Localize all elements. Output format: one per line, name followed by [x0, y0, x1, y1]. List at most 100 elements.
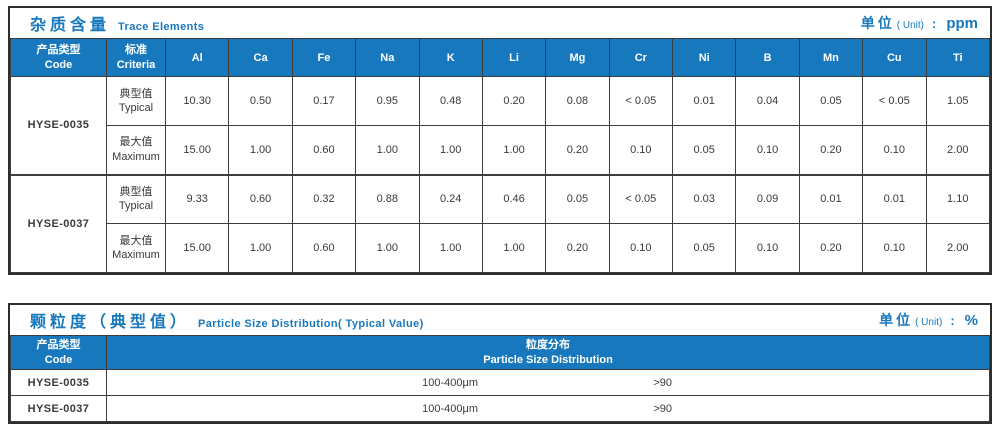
value-cell: 0.20 [798, 223, 864, 273]
col-header-distribution: 粒度分布 Particle Size Distribution [106, 335, 990, 370]
header-row: 产品类型 Code 标准 Criteria Al Ca Fe Na K Li M… [10, 38, 990, 77]
product-code: HYSE-0037 [10, 173, 107, 273]
col-header-code: 产品类型 Code [10, 335, 107, 370]
value-cell: 1.00 [355, 125, 420, 175]
trace-elements-title-row: 杂质含量 Trace Elements 单位 ( Unit) : ppm [10, 8, 990, 38]
value-cell: 1.00 [228, 125, 293, 175]
col-header-element: Fe [291, 38, 357, 77]
value-cell: 1.00 [481, 223, 547, 273]
value-cell: 0.05 [671, 223, 737, 273]
criteria-maximum: 最大值 Maximum [106, 125, 166, 175]
col-header-element: Ca [228, 38, 293, 77]
col-header-element: K [418, 38, 483, 77]
value-cell: 15.00 [164, 125, 230, 175]
value-cell: 0.05 [545, 173, 610, 224]
unit-indicator: 单位 ( Unit) : % [879, 310, 978, 330]
value-cell: 0.03 [671, 173, 737, 224]
value-cell: 0.20 [545, 125, 610, 175]
value-cell: 0.10 [862, 223, 927, 273]
value-cell: 0.88 [355, 173, 420, 224]
product-code: HYSE-0037 [10, 395, 107, 422]
value-cell: 0.32 [291, 173, 357, 224]
value-cell: 1.05 [925, 76, 990, 126]
value-cell: 9.33 [164, 173, 230, 224]
particle-size-table: 产品类型 Code 粒度分布 Particle Size Distributio… [10, 335, 990, 422]
value-cell: 1.00 [481, 125, 547, 175]
value-cell: 1.10 [925, 173, 990, 224]
particle-size-panel: 颗粒度（典型值） Particle Size Distribution( Typ… [8, 303, 992, 424]
value-cell: 0.01 [671, 76, 737, 126]
col-header-element: Cu [862, 38, 927, 77]
product-code: HYSE-0035 [10, 369, 107, 396]
value-cell: 0.01 [862, 173, 927, 224]
title-zh: 颗粒度（典型值） [30, 314, 191, 331]
criteria-maximum: 最大值 Maximum [106, 223, 166, 273]
value-cell: < 0.05 [608, 76, 674, 126]
unit-colon: : [931, 16, 937, 31]
value-cell: 0.20 [481, 76, 547, 126]
table-row: 最大值 Maximum 15.00 1.00 0.60 1.00 1.00 1.… [11, 125, 990, 175]
unit-label-en: ( Unit) [915, 317, 943, 328]
value-cell: 0.48 [418, 76, 483, 126]
value-cell: 0.20 [798, 125, 864, 175]
title-en: Particle Size Distribution( Typical Valu… [198, 318, 424, 330]
value-cell: 0.01 [798, 173, 864, 224]
value-cell: 0.46 [481, 173, 547, 224]
value-cell: 0.17 [291, 76, 357, 126]
particle-size-title-row: 颗粒度（典型值） Particle Size Distribution( Typ… [10, 305, 990, 335]
table-row: 最大值 Maximum 15.00 1.00 0.60 1.00 1.00 1.… [11, 223, 990, 273]
distribution-cell: 100-400μm >90 [106, 369, 990, 396]
title-en: Trace Elements [118, 21, 205, 33]
value-cell: 0.10 [608, 223, 674, 273]
value-cell: 15.00 [164, 223, 230, 273]
col-header-element: Ti [925, 38, 990, 77]
value-cell: < 0.05 [862, 76, 927, 126]
value-cell: 0.24 [418, 173, 483, 224]
particle-size-title: 颗粒度（典型值） Particle Size Distribution( Typ… [30, 308, 424, 332]
col-header-element: Mn [798, 38, 864, 77]
header-row: 产品类型 Code 粒度分布 Particle Size Distributio… [10, 335, 990, 370]
col-header-element: Ni [671, 38, 737, 77]
unit-value: ppm [946, 15, 978, 32]
size-range: 100-400μm [422, 376, 479, 389]
title-zh: 杂质含量 [30, 17, 111, 34]
col-header-element: Mg [545, 38, 610, 77]
value-cell: 1.00 [228, 223, 293, 273]
value-cell: 0.10 [862, 125, 927, 175]
table-row: HYSE-0037 100-400μm >90 [10, 395, 990, 422]
unit-label-en: ( Unit) [896, 20, 924, 31]
col-header-element: Li [481, 38, 547, 77]
value-cell: 0.05 [671, 125, 737, 175]
col-header-element: Al [164, 38, 230, 77]
value-cell: 0.95 [355, 76, 420, 126]
product-code: HYSE-0035 [10, 76, 107, 175]
value-cell: 0.60 [228, 173, 293, 224]
value-cell: < 0.05 [608, 173, 674, 224]
unit-indicator: 单位 ( Unit) : ppm [861, 13, 978, 33]
distribution-cell: 100-400μm >90 [106, 395, 990, 422]
col-header-element: Na [355, 38, 420, 77]
value-cell: 0.08 [545, 76, 610, 126]
value-cell: 0.50 [228, 76, 293, 126]
criteria-typical: 典型值 Typical [106, 173, 166, 224]
value-cell: 0.10 [608, 125, 674, 175]
table-row: HYSE-0035 典型值 Typical 10.30 0.50 0.17 0.… [10, 76, 990, 175]
value-cell: 10.30 [164, 76, 230, 126]
value-cell: 0.04 [735, 76, 800, 126]
value-cell: 2.00 [925, 125, 990, 175]
trace-elements-title: 杂质含量 Trace Elements [30, 11, 204, 35]
trace-elements-panel: 杂质含量 Trace Elements 单位 ( Unit) : ppm 产品类… [8, 6, 992, 275]
value-cell: 0.60 [291, 125, 357, 175]
value-cell: 0.09 [735, 173, 800, 224]
size-range: 100-400μm [422, 402, 479, 415]
col-header-code: 产品类型 Code [10, 38, 107, 77]
size-percentage: >90 [653, 402, 672, 415]
trace-elements-table: 产品类型 Code 标准 Criteria Al Ca Fe Na K Li M… [10, 38, 990, 273]
value-cell: 1.00 [355, 223, 420, 273]
size-percentage: >90 [653, 376, 672, 389]
value-cell: 1.00 [418, 125, 483, 175]
col-header-element: Cr [608, 38, 674, 77]
table-row: HYSE-0035 100-400μm >90 [10, 369, 990, 396]
unit-value: % [964, 312, 978, 329]
value-cell: 0.10 [735, 125, 800, 175]
